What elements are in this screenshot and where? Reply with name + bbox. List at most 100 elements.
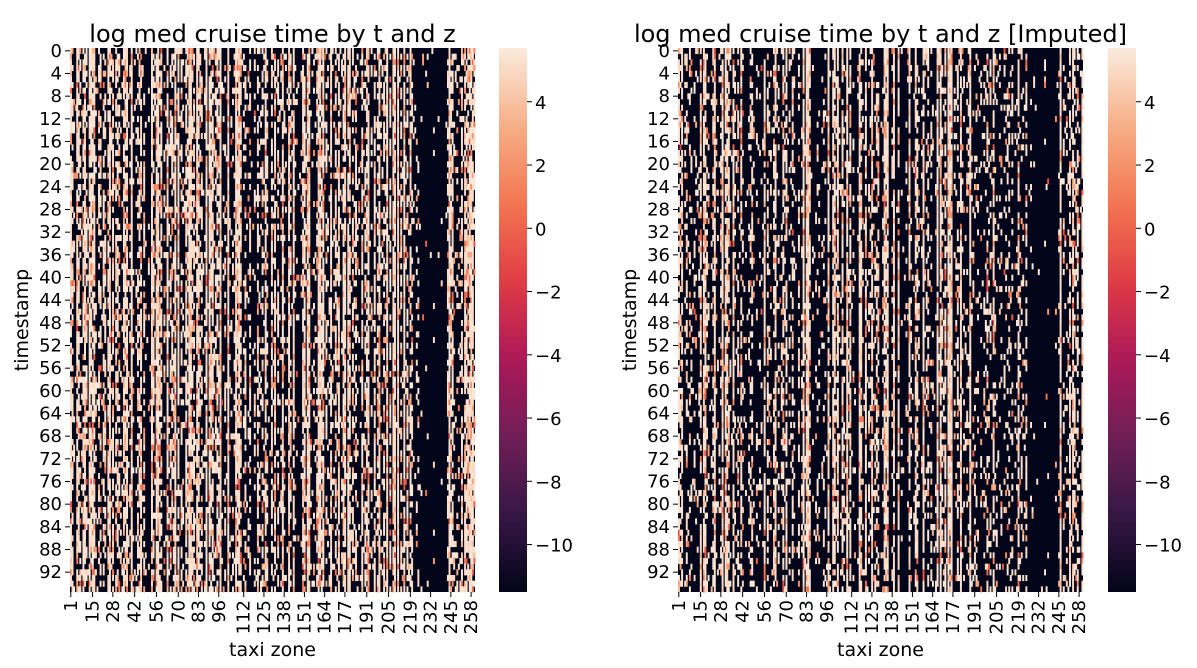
heatmap-cell xyxy=(110,87,113,94)
heatmap-cell xyxy=(383,93,386,100)
heatmap-cell xyxy=(355,178,358,185)
heatmap-cell xyxy=(217,189,220,196)
heatmap-cell xyxy=(77,155,80,162)
heatmap-cell xyxy=(295,274,298,281)
heatmap-cell xyxy=(214,155,217,162)
heatmap-cell xyxy=(108,121,111,128)
heatmap-cell xyxy=(191,184,194,191)
heatmap-cell xyxy=(132,116,135,123)
heatmap-cell xyxy=(180,189,183,196)
heatmap-cell xyxy=(386,76,389,83)
heatmap-cell xyxy=(163,155,166,162)
heatmap-cell xyxy=(177,184,180,191)
heatmap-cell xyxy=(451,229,454,236)
heatmap-cell xyxy=(136,195,139,202)
heatmap-cell xyxy=(367,155,370,162)
heatmap-cell xyxy=(151,59,153,66)
heatmap-cell xyxy=(91,127,94,134)
heatmap-cell xyxy=(166,150,169,157)
heatmap-cell xyxy=(344,144,347,151)
heatmap-cell xyxy=(258,195,261,202)
heatmap-cell xyxy=(281,133,284,140)
heatmap-cell xyxy=(378,167,381,174)
heatmap-cell xyxy=(227,110,230,117)
heatmap-cell xyxy=(197,53,200,60)
heatmap-cell xyxy=(129,223,132,230)
heatmap-cell xyxy=(348,286,351,293)
heatmap-cell xyxy=(303,303,306,310)
heatmap-cell xyxy=(213,138,216,145)
heatmap-cell xyxy=(344,155,347,162)
heatmap-cell xyxy=(138,269,141,276)
heatmap-cell xyxy=(316,223,319,230)
heatmap-cell xyxy=(450,246,453,253)
heatmap-cell xyxy=(136,178,139,185)
heatmap-cell xyxy=(112,93,115,100)
heatmap-cell xyxy=(465,269,468,276)
heatmap-cell xyxy=(155,252,158,259)
heatmap-cell xyxy=(347,121,350,128)
heatmap-cell xyxy=(77,223,80,230)
heatmap-cell xyxy=(185,161,188,168)
heatmap-cell xyxy=(130,150,133,157)
heatmap-cell xyxy=(313,257,315,264)
heatmap-cell xyxy=(256,65,259,72)
heatmap-cell xyxy=(79,206,82,213)
heatmap-cell xyxy=(177,286,180,293)
heatmap-cell xyxy=(197,144,200,151)
heatmap-cell xyxy=(288,116,291,123)
heatmap-cell xyxy=(336,76,339,83)
heatmap-cell xyxy=(152,76,155,83)
heatmap-cell xyxy=(90,127,93,134)
heatmap-cell xyxy=(274,150,277,157)
heatmap-cell xyxy=(266,93,269,100)
heatmap-cell xyxy=(244,303,247,310)
heatmap-cell xyxy=(130,133,133,140)
heatmap-cell xyxy=(84,297,86,304)
heatmap-cell xyxy=(126,303,129,310)
heatmap-cell xyxy=(255,195,258,202)
heatmap-cell xyxy=(367,297,370,304)
heatmap-cell xyxy=(214,53,217,60)
heatmap-cell xyxy=(140,257,143,264)
heatmap-cell xyxy=(169,65,172,72)
heatmap-cell xyxy=(460,138,463,145)
heatmap-cell xyxy=(464,127,467,134)
heatmap-cell xyxy=(210,235,213,242)
heatmap-cell xyxy=(219,297,222,304)
heatmap-cell xyxy=(84,308,86,315)
heatmap-cell xyxy=(337,184,340,191)
heatmap-cell xyxy=(115,286,118,293)
heatmap-cell xyxy=(334,274,337,281)
heatmap-cell xyxy=(98,70,100,77)
heatmap-cell xyxy=(85,172,88,179)
heatmap-cell xyxy=(70,178,72,185)
heatmap-cell xyxy=(342,297,345,304)
heatmap-cell xyxy=(143,167,146,174)
heatmap-cell xyxy=(151,246,153,253)
heatmap-cell xyxy=(355,218,358,225)
heatmap-cell xyxy=(82,274,85,281)
heatmap-cell xyxy=(383,87,386,94)
heatmap-cell xyxy=(462,155,465,162)
heatmap-cell xyxy=(392,297,395,304)
heatmap-cell xyxy=(205,161,208,168)
heatmap-cell xyxy=(365,65,368,72)
heatmap-cell xyxy=(367,286,370,293)
heatmap-cell xyxy=(186,167,189,174)
heatmap-cell xyxy=(138,235,141,242)
heatmap-cell xyxy=(302,269,305,276)
heatmap-cell xyxy=(306,195,309,202)
heatmap-cell xyxy=(166,184,169,191)
heatmap-cell xyxy=(378,87,381,94)
heatmap-cell xyxy=(112,121,115,128)
heatmap-cell xyxy=(88,87,91,94)
heatmap-cell xyxy=(169,70,172,77)
heatmap-cell xyxy=(448,99,451,106)
heatmap-cell xyxy=(473,70,476,77)
heatmap-cell xyxy=(411,82,414,89)
heatmap-cell xyxy=(258,235,261,242)
heatmap-cell xyxy=(365,223,368,230)
heatmap-cell xyxy=(264,99,267,106)
heatmap-cell xyxy=(317,110,320,117)
